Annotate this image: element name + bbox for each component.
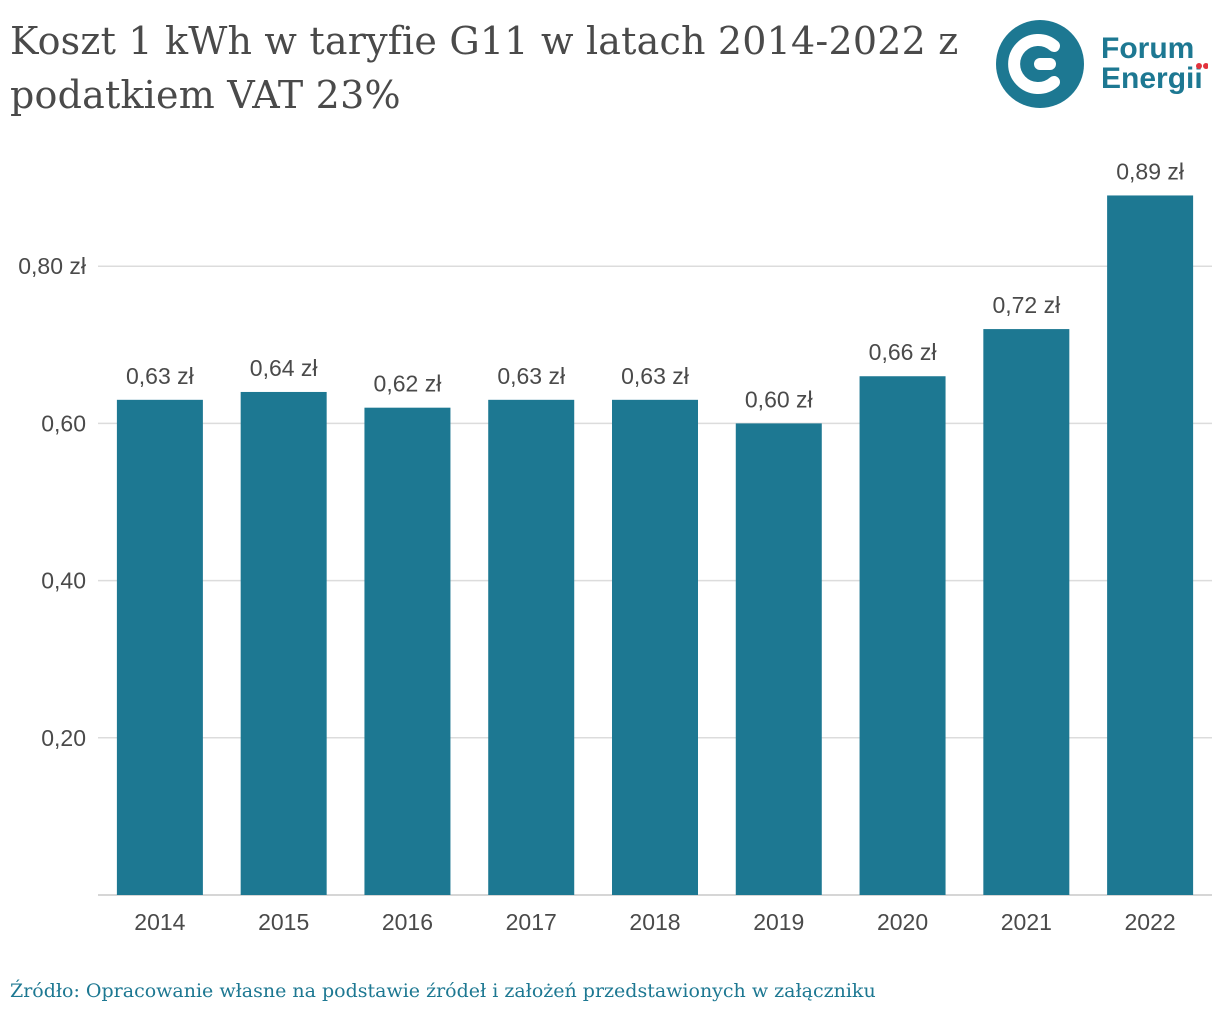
y-tick-label: 0,20 <box>41 725 86 751</box>
data-label: 0,63 zł <box>497 363 565 389</box>
x-tick-label: 2014 <box>134 909 185 935</box>
x-tick-label: 2019 <box>753 909 804 935</box>
forum-energii-logo: Forum Energii <box>996 20 1214 110</box>
data-label: 0,62 zł <box>374 371 442 397</box>
bar <box>612 399 698 895</box>
logo-wordmark: Forum Energii <box>1101 34 1203 94</box>
bar <box>364 407 451 895</box>
data-label: 0,89 zł <box>1116 158 1184 184</box>
bar <box>240 391 327 895</box>
data-label: 0,63 zł <box>126 363 194 389</box>
x-tick-label: 2016 <box>382 909 433 935</box>
data-label: 0,72 zł <box>992 292 1060 318</box>
data-label: 0,60 zł <box>745 386 813 412</box>
bar-chart: 0,20 0,40 0,60 0,80 zł 0,63 zł 2014 0,64 zł 201… <box>18 158 1212 935</box>
logo-line-1: Forum <box>1101 32 1195 65</box>
data-label: 0,66 zł <box>869 339 937 365</box>
source-note: Źródło: Opracowanie własne na podstawie … <box>10 980 876 1002</box>
bar <box>488 399 575 895</box>
x-tick-label: 2015 <box>258 909 309 935</box>
logo-accent-dots <box>1196 63 1208 69</box>
y-tick-label: 0,40 <box>41 568 86 594</box>
x-tick-label: 2022 <box>1125 909 1176 935</box>
forum-energii-e-icon <box>996 20 1084 108</box>
bar <box>1107 195 1194 896</box>
bar <box>983 329 1070 895</box>
bar <box>735 423 822 895</box>
logo-line-2: Energii <box>1101 62 1203 95</box>
bar <box>116 399 203 895</box>
y-tick-label: 0,60 <box>41 410 86 436</box>
data-label: 0,64 zł <box>250 355 318 381</box>
chart-title: Koszt 1 kWh w taryfie G11 w latach 2014-… <box>10 19 959 117</box>
data-label: 0,63 zł <box>621 363 689 389</box>
x-tick-label: 2018 <box>629 909 680 935</box>
x-tick-label: 2017 <box>506 909 557 935</box>
bar <box>859 376 946 895</box>
y-tick-label: 0,80 zł <box>18 253 86 279</box>
x-tick-label: 2020 <box>877 909 928 935</box>
x-tick-label: 2021 <box>1001 909 1052 935</box>
